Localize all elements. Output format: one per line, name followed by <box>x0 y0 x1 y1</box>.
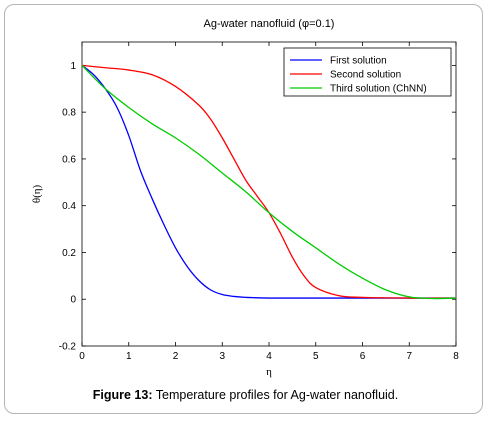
x-tick-label: 2 <box>173 351 179 362</box>
legend-label-3: Third solution (ChNN) <box>330 84 427 95</box>
y-tick-label: 1 <box>70 61 76 72</box>
y-tick-label: 0.8 <box>62 108 76 119</box>
x-axis-label: η <box>266 366 272 378</box>
x-tick-label: 0 <box>79 351 85 362</box>
series-lines <box>81 64 457 300</box>
x-tick-label: 3 <box>219 351 225 362</box>
y-tick-label: 0 <box>70 295 76 306</box>
legend: First solution Second solution Third solut… <box>283 47 452 97</box>
series-line-3 <box>81 64 457 300</box>
x-tick-label: 7 <box>406 351 412 362</box>
figure-caption: Figure 13: Temperature profiles for Ag-w… <box>0 388 491 402</box>
y-tick-label: -0.2 <box>59 342 77 353</box>
x-axis-ticks: 0 1 2 3 4 5 6 7 8 <box>79 42 459 362</box>
legend-label-1: First solution <box>330 56 387 67</box>
x-tick-label: 1 <box>126 351 132 362</box>
y-tick-label: 0.2 <box>62 248 76 259</box>
caption-text: Temperature profiles for Ag-water nanofl… <box>152 388 399 402</box>
y-axis-ticks: -0.2 0 0.2 0.4 0.6 0.8 1 <box>59 61 456 353</box>
y-tick-label: 0.6 <box>62 154 76 165</box>
x-tick-label: 6 <box>360 351 366 362</box>
x-tick-label: 8 <box>453 351 459 362</box>
chart-title: Ag-water nanofluid (φ=0.1) <box>204 18 335 30</box>
y-axis-label: θ(η) <box>31 184 43 203</box>
x-tick-label: 5 <box>313 351 319 362</box>
x-tick-label: 4 <box>266 351 272 362</box>
series-line-2 <box>81 64 457 299</box>
y-tick-label: 0.4 <box>62 201 76 212</box>
legend-label-2: Second solution <box>330 70 401 81</box>
series-line-1 <box>81 64 456 299</box>
caption-label: Figure 13: <box>92 388 153 402</box>
